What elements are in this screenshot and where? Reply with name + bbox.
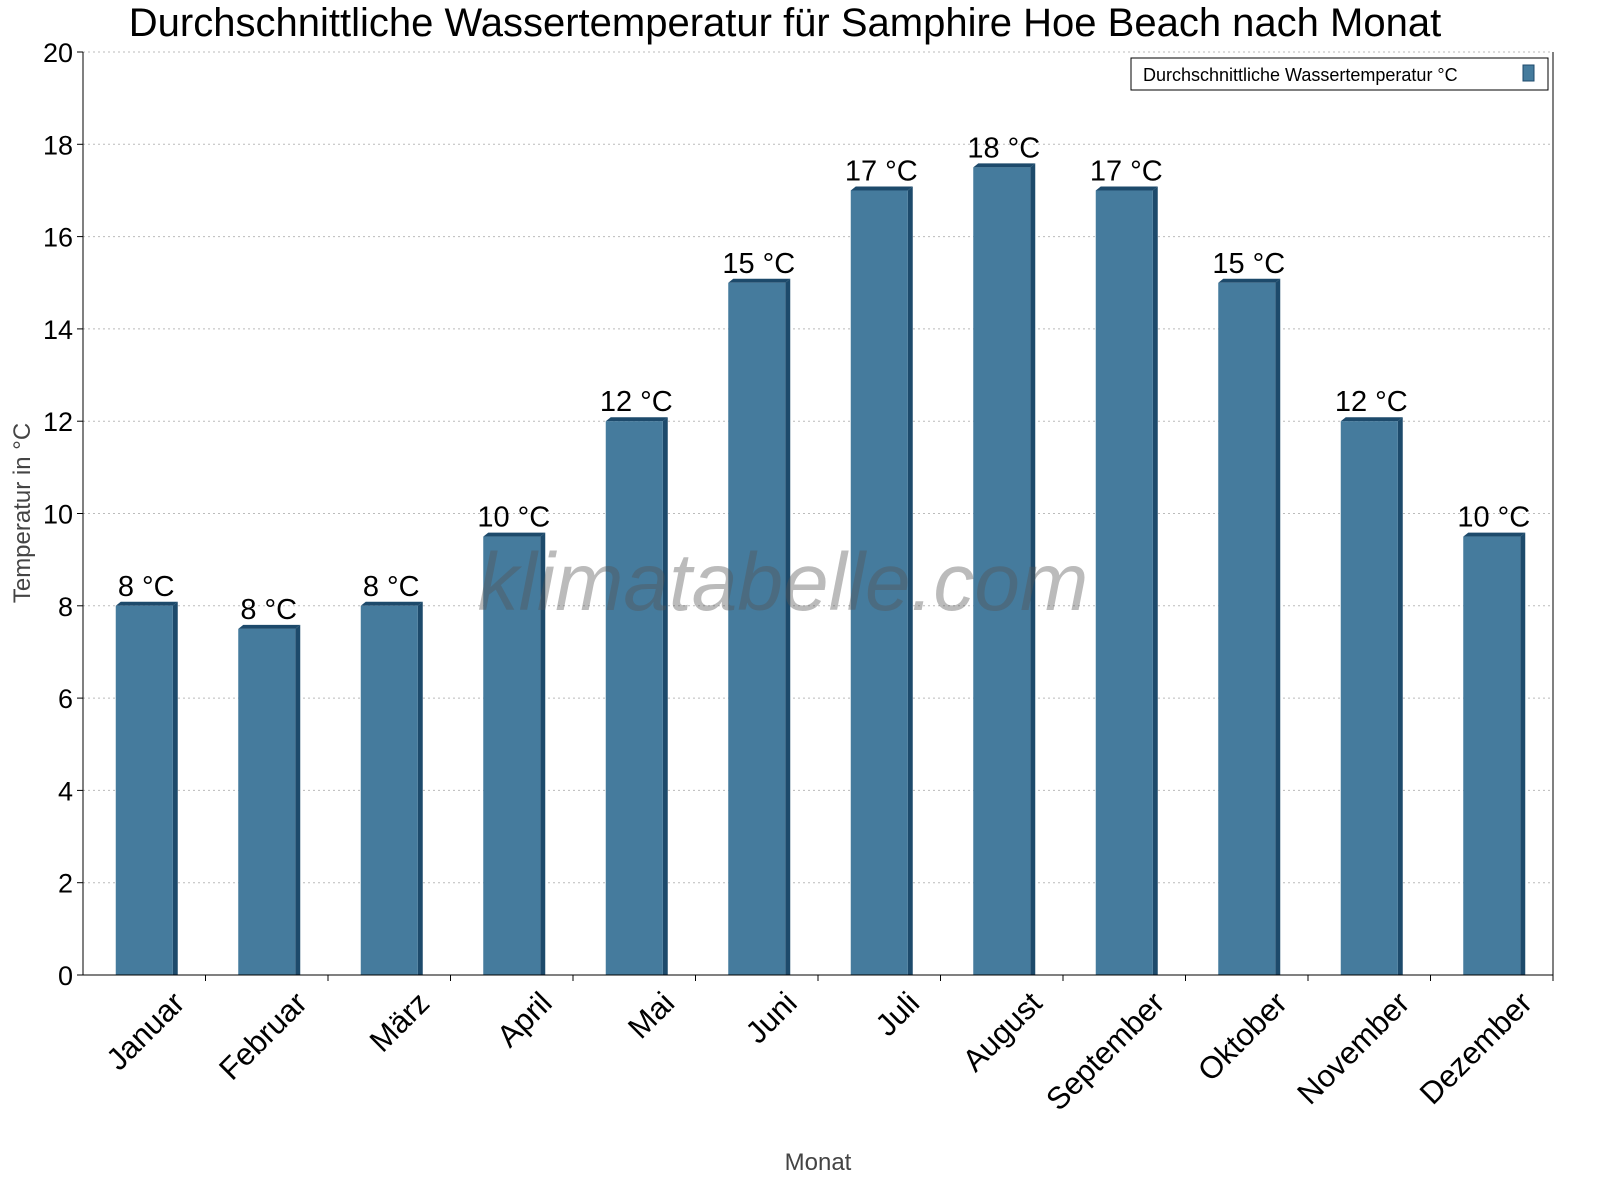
legend-label: Durchschnittliche Wassertemperatur °C <box>1143 65 1458 85</box>
bar-top <box>238 624 301 629</box>
bar <box>360 605 418 975</box>
bar <box>1218 282 1276 975</box>
bar-side <box>1030 163 1036 975</box>
data-label: 15 °C <box>1212 248 1285 280</box>
x-tick-label: November <box>1290 985 1416 1111</box>
bar <box>483 536 541 975</box>
bar <box>115 605 173 975</box>
bar-side <box>295 624 301 975</box>
data-label: 8 °C <box>240 594 297 626</box>
bar-top <box>483 532 546 537</box>
bar-side <box>1397 417 1403 975</box>
bar <box>1340 421 1398 975</box>
x-tick-label: Dezember <box>1413 985 1539 1111</box>
bar-top <box>850 186 913 191</box>
bar-top <box>1095 186 1158 191</box>
x-tick-label: Mai <box>621 985 681 1045</box>
data-label: 8 °C <box>118 571 175 603</box>
y-axis-label: Temperatur in °C <box>9 423 36 603</box>
bar <box>238 628 296 975</box>
data-label: 10 °C <box>477 502 550 534</box>
bar-top <box>728 278 791 283</box>
bars: 8 °C 8 °C 8 °C 10 °C 12 °C 15 °C 17 °C 18 °C 17 … <box>115 132 1530 975</box>
y-tick-label: 2 <box>58 869 73 899</box>
x-tick-label: Juli <box>869 985 927 1043</box>
y-tick-label: 0 <box>58 961 73 991</box>
bar-side <box>785 278 791 975</box>
x-tick-label: Oktober <box>1191 985 1294 1088</box>
legend-box <box>1130 57 1549 91</box>
y-tick-label: 14 <box>43 315 73 345</box>
data-label: 12 °C <box>600 386 673 418</box>
x-tick-label: August <box>956 985 1049 1078</box>
y-tick-label: 20 <box>43 38 73 68</box>
bar-side <box>1520 532 1526 975</box>
x-tick-label: März <box>363 985 436 1058</box>
data-label: 8 °C <box>363 571 420 603</box>
bar <box>850 190 908 975</box>
bar <box>1095 190 1153 975</box>
bar-top <box>1340 417 1403 422</box>
data-label: 18 °C <box>967 132 1040 164</box>
legend-swatch <box>1522 64 1535 82</box>
bar-side <box>172 601 178 975</box>
y-tick-label: 18 <box>43 130 73 160</box>
bar-side <box>1152 186 1158 975</box>
bar-side <box>662 417 668 975</box>
bar-top <box>1218 278 1281 283</box>
data-label: 17 °C <box>845 155 918 187</box>
bar <box>973 167 1031 975</box>
x-tick-label: April <box>490 985 559 1054</box>
x-tick-label: September <box>1039 985 1171 1117</box>
bar <box>1463 536 1521 975</box>
bar-top <box>115 601 178 606</box>
chart-title: Durchschnittliche Wassertemperatur für S… <box>129 1 1441 45</box>
x-tick-label: Februar <box>212 985 314 1087</box>
bar-top <box>605 417 668 422</box>
bar-side <box>540 532 546 975</box>
y-tick-label: 16 <box>43 223 73 253</box>
bar <box>605 421 663 975</box>
y-tick-label: 6 <box>58 684 73 714</box>
data-label: 10 °C <box>1457 502 1530 534</box>
x-axis-label: Monat <box>785 1149 852 1176</box>
x-tick-label: Juni <box>739 985 804 1050</box>
legend: Durchschnittliche Wassertemperatur °C <box>1130 57 1549 91</box>
bar <box>728 282 786 975</box>
bar-side <box>417 601 423 975</box>
bar-top <box>973 163 1036 168</box>
y-tick-label: 10 <box>43 500 73 530</box>
data-label: 15 °C <box>722 248 795 280</box>
data-label: 17 °C <box>1090 155 1163 187</box>
grid <box>83 51 1553 884</box>
data-label: 12 °C <box>1335 386 1408 418</box>
y-tick-label: 4 <box>58 776 73 806</box>
bar-side <box>1275 278 1281 975</box>
bar-side <box>907 186 913 975</box>
x-tick-label: Januar <box>99 985 191 1077</box>
bar-top <box>360 601 423 606</box>
bar-top <box>1463 532 1526 537</box>
y-tick-label: 8 <box>58 592 73 622</box>
y-tick-label: 12 <box>43 407 73 437</box>
watermark: klimatabelle.com <box>478 537 1089 628</box>
